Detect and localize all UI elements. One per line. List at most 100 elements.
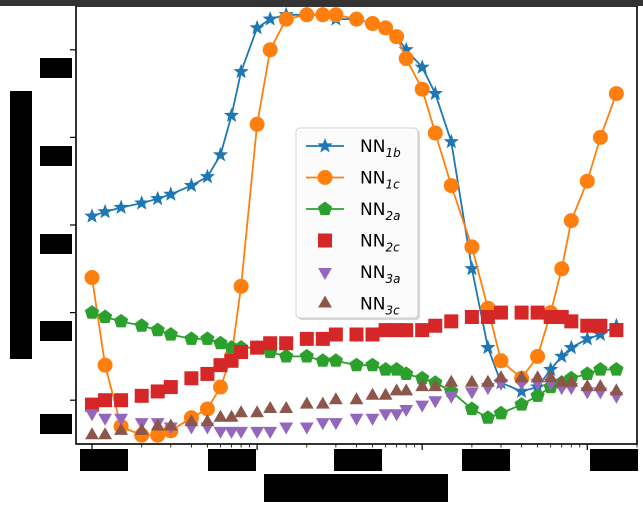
data-point-s2-14 [299,348,314,363]
legend-marker-3 [318,233,332,248]
xtick-redaction-5 [590,449,638,471]
data-point-s0-34 [592,326,608,341]
data-point-s0-9 [223,107,240,122]
xlabel-redaction [264,474,448,502]
data-point-s3-30 [543,309,558,324]
data-point-s3-16 [328,327,343,342]
series-5 [85,370,624,440]
data-point-s5-21 [399,383,414,396]
data-point-s5-35 [609,383,624,396]
ytick-redaction-5 [40,414,72,434]
data-point-s1-16 [328,7,344,23]
data-point-s2-28 [514,397,529,411]
data-point-s0-25 [464,260,480,276]
data-point-s4-19 [378,409,393,422]
data-point-s4-2 [114,413,128,426]
data-point-s5-6 [184,414,199,427]
data-point-s1-14 [299,7,315,23]
data-point-s5-29 [530,370,545,383]
data-point-s1-20 [389,29,405,45]
data-point-s0-11 [249,19,265,35]
data-point-s5-13 [279,401,294,413]
data-point-s3-19 [378,323,393,338]
data-point-s1-11 [249,116,265,132]
data-point-s3-1 [98,393,113,408]
legend-label-1: NN1c [360,169,400,192]
data-point-s2-5 [163,327,178,341]
data-point-s1-33 [579,173,595,189]
data-point-s2-3 [134,318,149,332]
data-point-s2-7 [200,331,215,345]
data-point-s3-5 [163,380,178,395]
data-point-s1-29 [530,348,546,364]
data-point-s5-12 [263,401,278,413]
data-point-s3-21 [399,323,414,338]
data-point-s3-10 [234,345,249,360]
data-point-s3-17 [349,327,364,342]
data-point-s5-18 [365,387,380,400]
data-point-s4-13 [279,422,294,435]
data-point-s1-25 [464,239,480,255]
data-point-s2-33 [580,366,595,380]
data-point-s3-7 [200,366,215,381]
data-point-s1-18 [364,16,380,32]
data-point-s2-6 [184,331,199,345]
series-layer [84,6,624,443]
data-point-s0-4 [150,190,166,206]
data-point-s0-33 [579,330,595,346]
data-point-s0-32 [563,339,579,355]
data-point-s1-34 [592,129,608,145]
data-point-s2-27 [493,405,509,420]
data-point-s5-16 [328,392,343,405]
data-point-s3-6 [184,371,199,386]
data-point-s0-0 [84,208,100,223]
data-point-s3-12 [263,336,278,351]
data-point-s2-34 [593,362,608,376]
xtick-redaction-3 [334,449,382,471]
data-point-s1-22 [414,81,430,97]
data-point-s4-20 [389,409,404,422]
data-point-s1-31 [554,261,570,277]
data-point-s2-2 [113,313,129,328]
data-point-s5-22 [415,379,430,392]
data-point-s0-6 [183,177,199,193]
data-point-s1-10 [233,278,249,294]
data-point-s3-13 [279,336,294,351]
data-point-s0-12 [262,11,278,26]
series-1 [84,7,624,443]
data-point-s2-16 [328,353,343,367]
legend-label-0: NN1b [360,137,401,160]
data-point-s1-32 [563,213,579,229]
data-point-s5-7 [200,414,215,427]
series-2 [84,305,624,424]
data-point-s5-5 [163,418,178,431]
data-point-s4-21 [399,405,414,417]
series-4 [85,378,624,439]
data-point-s5-23 [428,379,443,392]
data-point-s0-22 [414,59,430,74]
data-point-s5-4 [150,418,165,431]
data-point-s1-23 [427,125,443,141]
data-point-s0-1 [97,203,113,219]
data-point-s3-24 [444,314,459,329]
data-point-s1-0 [84,270,100,286]
data-point-s1-13 [278,11,294,27]
data-point-s3-8 [213,358,228,373]
legend-label-2: NN2a [360,200,400,223]
data-point-s4-24 [444,391,459,404]
data-point-s5-0 [85,427,99,440]
legend-marker-5 [318,295,332,308]
data-point-s5-27 [494,370,508,383]
data-point-s5-33 [580,379,595,392]
data-point-s2-17 [349,357,364,372]
data-point-s3-33 [580,318,595,333]
data-point-s5-26 [481,374,495,387]
data-point-s2-15 [315,353,330,367]
data-point-s5-28 [514,370,529,383]
data-point-s3-29 [530,305,545,320]
legend-marker-2 [317,201,333,216]
data-point-s5-3 [134,422,149,435]
data-point-s5-32 [564,374,579,387]
top-band [0,0,643,6]
